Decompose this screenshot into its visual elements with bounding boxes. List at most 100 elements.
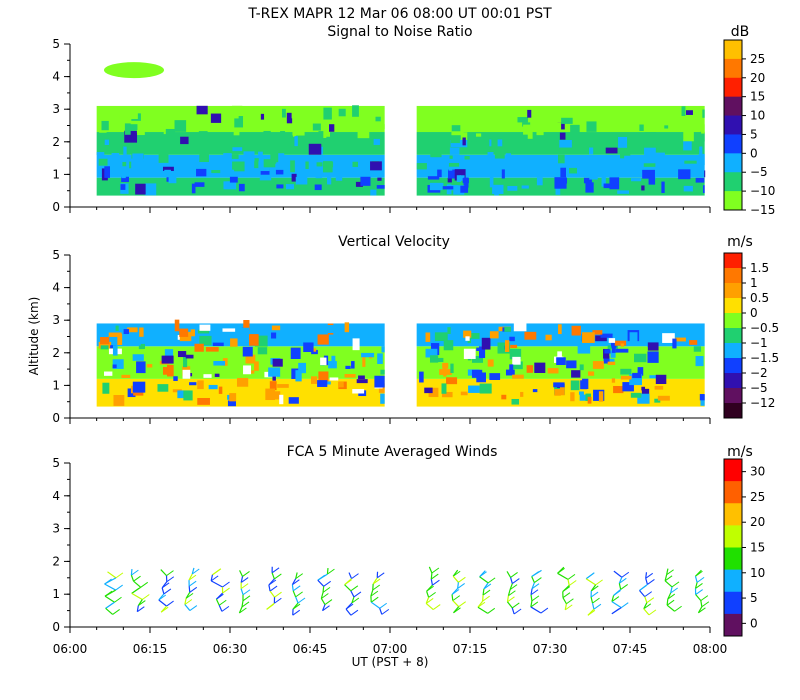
wind-barb-shaft	[184, 598, 187, 605]
heatmap-cell	[111, 152, 120, 165]
heatmap-cell	[190, 329, 195, 337]
colorbar-label: 5	[750, 591, 758, 605]
wind-barb-flag	[700, 595, 709, 602]
heatmap-cell	[265, 388, 276, 401]
wind-barb-flag	[611, 608, 620, 615]
heatmap-cell	[603, 183, 612, 189]
wind-barb-shaft	[320, 598, 326, 605]
heatmap-cell	[290, 160, 295, 173]
wind-barb-flag	[372, 578, 381, 585]
heatmap-cell	[644, 132, 657, 144]
heatmap-cell	[695, 114, 699, 125]
wind-barb-flag	[587, 609, 596, 616]
heatmap-cell	[269, 381, 277, 391]
heatmap-cell	[476, 372, 486, 383]
heatmap-cell	[271, 325, 281, 331]
heatmap-cell	[637, 367, 644, 376]
heatmap-cell	[191, 183, 196, 194]
wind-barb-shaft	[133, 580, 142, 588]
heatmap-cell	[281, 108, 286, 118]
heatmap-cell	[97, 109, 107, 115]
colorbar-label: −5	[750, 381, 768, 395]
wind-barb	[291, 572, 306, 616]
heatmap-cell	[613, 386, 624, 394]
wind-barb	[694, 569, 710, 614]
wind-barb-shaft	[506, 595, 510, 602]
heatmap-cell	[582, 332, 595, 343]
heatmap-cell	[491, 136, 498, 148]
wind-barb-shaft	[477, 606, 489, 614]
heatmap-cell	[603, 169, 617, 178]
heatmap-cell	[652, 107, 664, 114]
wind-barb-shaft	[348, 572, 353, 579]
heatmap-cell	[222, 358, 228, 366]
colorbar-swatch	[724, 96, 742, 117]
wind-barb-shaft	[428, 566, 433, 574]
wind-barb-flag	[353, 591, 362, 598]
wind-barb-flag	[458, 601, 466, 608]
heatmap-cell	[460, 132, 468, 140]
heatmap-cell	[566, 360, 577, 369]
heatmap-cell	[578, 391, 584, 395]
heatmap-cell	[465, 336, 470, 341]
wind-barb-flag	[567, 573, 576, 580]
velocity-panel: Vertical Velocity Altitude (km) 0 1 2 3 4 5 1…	[27, 234, 779, 425]
colorbar-swatch	[724, 253, 742, 269]
heatmap-cell	[352, 389, 365, 394]
wind-barb-shaft	[326, 567, 329, 575]
wind-barb-shaft	[238, 606, 243, 614]
wind-barb-flag	[643, 603, 652, 610]
heatmap-cell	[213, 360, 226, 366]
heatmap-cell	[362, 356, 366, 367]
wind-barb-shaft	[295, 572, 298, 579]
wind-barb-flag	[105, 602, 113, 609]
heatmap-cell	[620, 375, 632, 380]
heatmap-cell	[559, 132, 566, 140]
heatmap-cell	[620, 343, 625, 347]
y-tick-label: 0	[52, 620, 60, 634]
wind-barb-flag	[191, 568, 200, 575]
wind-barb-flag	[531, 571, 540, 577]
x-tick-label: 06:15	[133, 642, 168, 656]
heatmap-cell	[199, 324, 211, 331]
wind-barb-flag	[324, 599, 333, 605]
heatmap-cell	[640, 108, 645, 120]
heatmap-cell	[279, 394, 284, 405]
heatmap-cell	[523, 124, 531, 135]
wind-barb-flag	[487, 607, 496, 614]
wind-barb-shaft	[370, 589, 374, 597]
heatmap-cell	[123, 329, 130, 335]
heatmap-cell	[183, 355, 188, 368]
heatmap-cell	[547, 368, 559, 374]
heatmap-cell	[487, 152, 494, 161]
heatmap-cell	[505, 369, 515, 376]
heatmap-cell	[311, 139, 321, 143]
heatmap-cell	[471, 355, 484, 363]
heatmap-cell	[316, 162, 323, 167]
heatmap-cell	[702, 109, 705, 118]
heatmap-cell	[661, 181, 665, 193]
heatmap-cell	[589, 147, 594, 155]
wind-barb-shaft	[292, 590, 297, 598]
wind-barb-flag	[540, 607, 549, 614]
wind-barb-shaft	[271, 572, 275, 580]
wind-barb-flag	[189, 586, 198, 593]
y-tick-label: 0	[52, 200, 60, 214]
wind-barb-flag	[590, 591, 599, 598]
wind-barb-flag	[138, 600, 146, 606]
wind-barb-flag	[646, 597, 655, 604]
wind-barb-shaft	[130, 568, 133, 576]
heatmap-cell	[361, 352, 375, 358]
wind-barb	[585, 572, 603, 616]
heatmap-cell	[327, 173, 332, 185]
wind-barb-flag	[376, 572, 385, 579]
heatmap-cell	[617, 125, 629, 131]
colorbar-label: 0	[750, 146, 758, 160]
heatmap-cell	[442, 362, 449, 369]
heatmap-cell	[327, 325, 340, 334]
heatmap-cell	[595, 335, 607, 342]
heatmap-cell	[199, 335, 212, 346]
heatmap-cell	[672, 338, 677, 349]
heatmap-cell	[136, 361, 146, 374]
heatmap-cell	[177, 351, 187, 358]
